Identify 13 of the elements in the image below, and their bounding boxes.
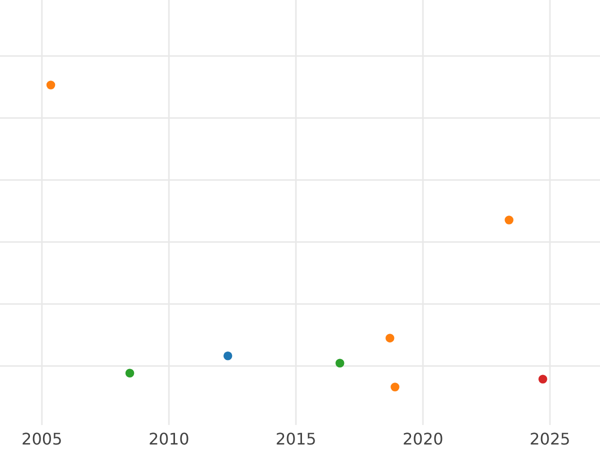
x-tick-label: 2010 bbox=[148, 429, 190, 448]
point bbox=[336, 358, 344, 368]
point bbox=[46, 80, 56, 90]
x-tick-label: 2015 bbox=[276, 429, 316, 448]
point bbox=[125, 368, 134, 378]
point bbox=[386, 334, 394, 342]
x-tick-label: 2025 bbox=[530, 429, 570, 448]
point bbox=[504, 216, 514, 224]
point bbox=[223, 352, 232, 360]
point bbox=[390, 382, 400, 392]
point bbox=[538, 374, 548, 384]
x-tick-label: 2005 bbox=[22, 429, 62, 448]
x-tick-label: 2020 bbox=[402, 429, 444, 448]
